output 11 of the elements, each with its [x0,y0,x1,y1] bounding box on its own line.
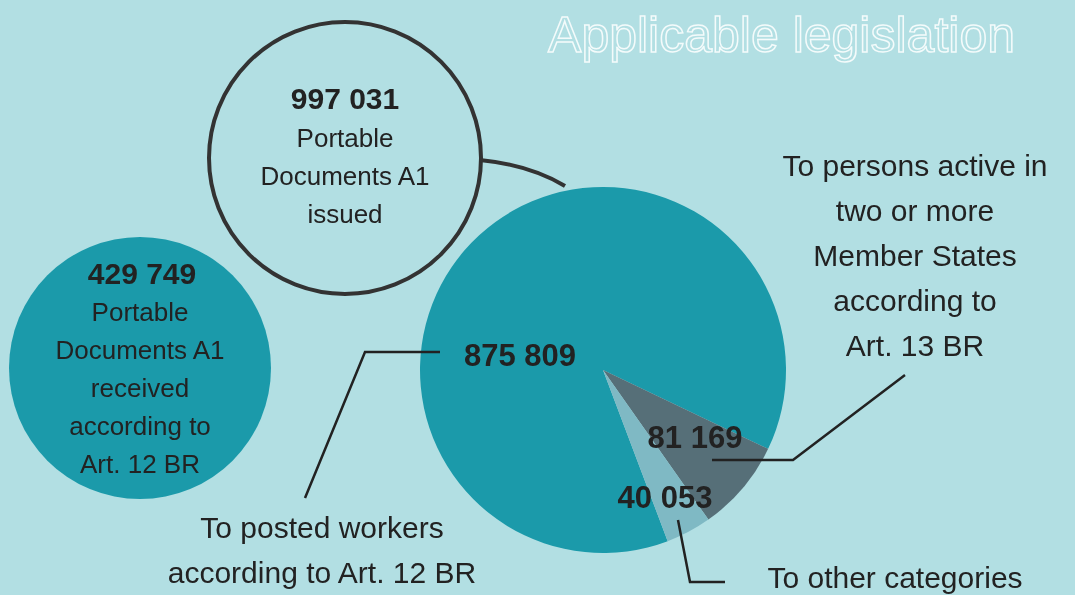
text: 429 749 [87,257,197,290]
text: 997 031 [290,82,400,115]
data-label: 81 169 [647,420,743,455]
text: Portable Documents A1 issued [260,123,430,229]
data-label: 40 053 [617,480,713,515]
slice-label: To persons active in two or more Member States according to Art. 13 BR [782,149,1048,362]
slice-label: To posted workers according to Art. 12 BR [167,511,477,589]
chart-title: Applicable legislation [548,7,1015,63]
data-label: 875 809 [463,338,577,373]
slice-label: To other categories [767,561,1023,594]
text: Portable Documents A1 received according to Art. 12 BR [55,297,225,479]
